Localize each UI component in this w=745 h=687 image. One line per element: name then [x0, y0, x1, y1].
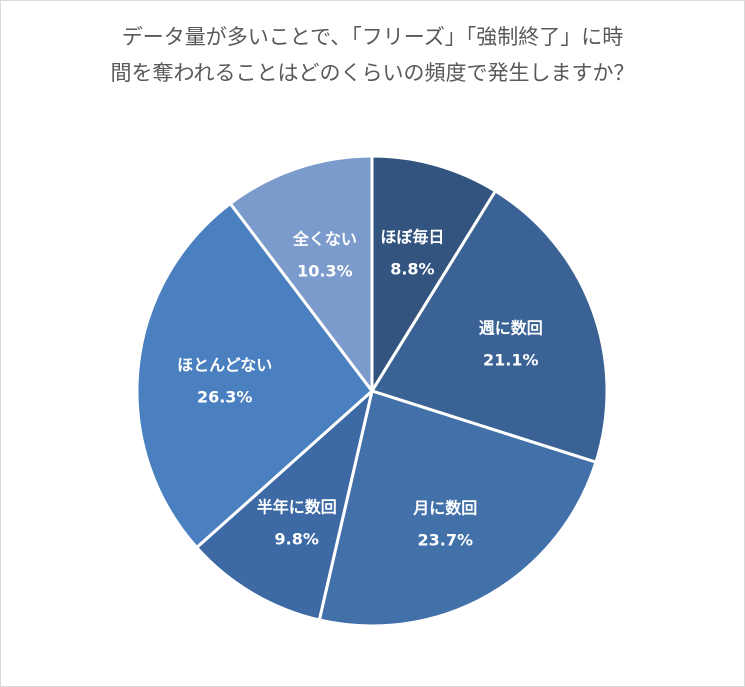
slice-category-label: ほぼ毎日	[380, 228, 444, 247]
slice-category-label: ほとんどない	[177, 356, 272, 375]
slice-value-label: 21.1%	[483, 351, 539, 370]
slice-value-label: 26.3%	[197, 388, 253, 407]
slice-value-label: 8.8%	[390, 260, 434, 279]
slice-category-label: 半年に数回	[257, 497, 337, 516]
pie-slices	[135, 154, 609, 628]
slice-category-label: 週に数回	[479, 319, 543, 338]
slice-category-label: 全くない	[292, 230, 357, 249]
slice-value-label: 23.7%	[418, 531, 474, 550]
pie-labels: ほぼ毎日 8.8% 週に数回 21.1% 月に数回 23.7% 半年に数回 9.8% ほとんどな…	[177, 228, 543, 550]
pie-slice	[195, 389, 374, 622]
chart-title-line-2: 間を奪われることはどのくらいの頻度で発生しますか？	[110, 61, 635, 85]
slice-category-label: 月に数回	[412, 499, 477, 518]
pie-slice	[228, 154, 374, 393]
chart-title: データ量が多いことで、「フリーズ」「強制終了」に時 間を奪われることはどのくらい…	[41, 19, 704, 91]
pie-slice	[370, 154, 497, 393]
slice-value-label: 10.3%	[297, 262, 353, 281]
pie-slice	[135, 202, 374, 550]
pie-slice	[317, 389, 598, 628]
chart-title-line-1: データ量が多いことで、「フリーズ」「強制終了」に時	[121, 25, 624, 49]
pie-slice	[370, 189, 609, 464]
slice-value-label: 9.8%	[275, 529, 319, 548]
